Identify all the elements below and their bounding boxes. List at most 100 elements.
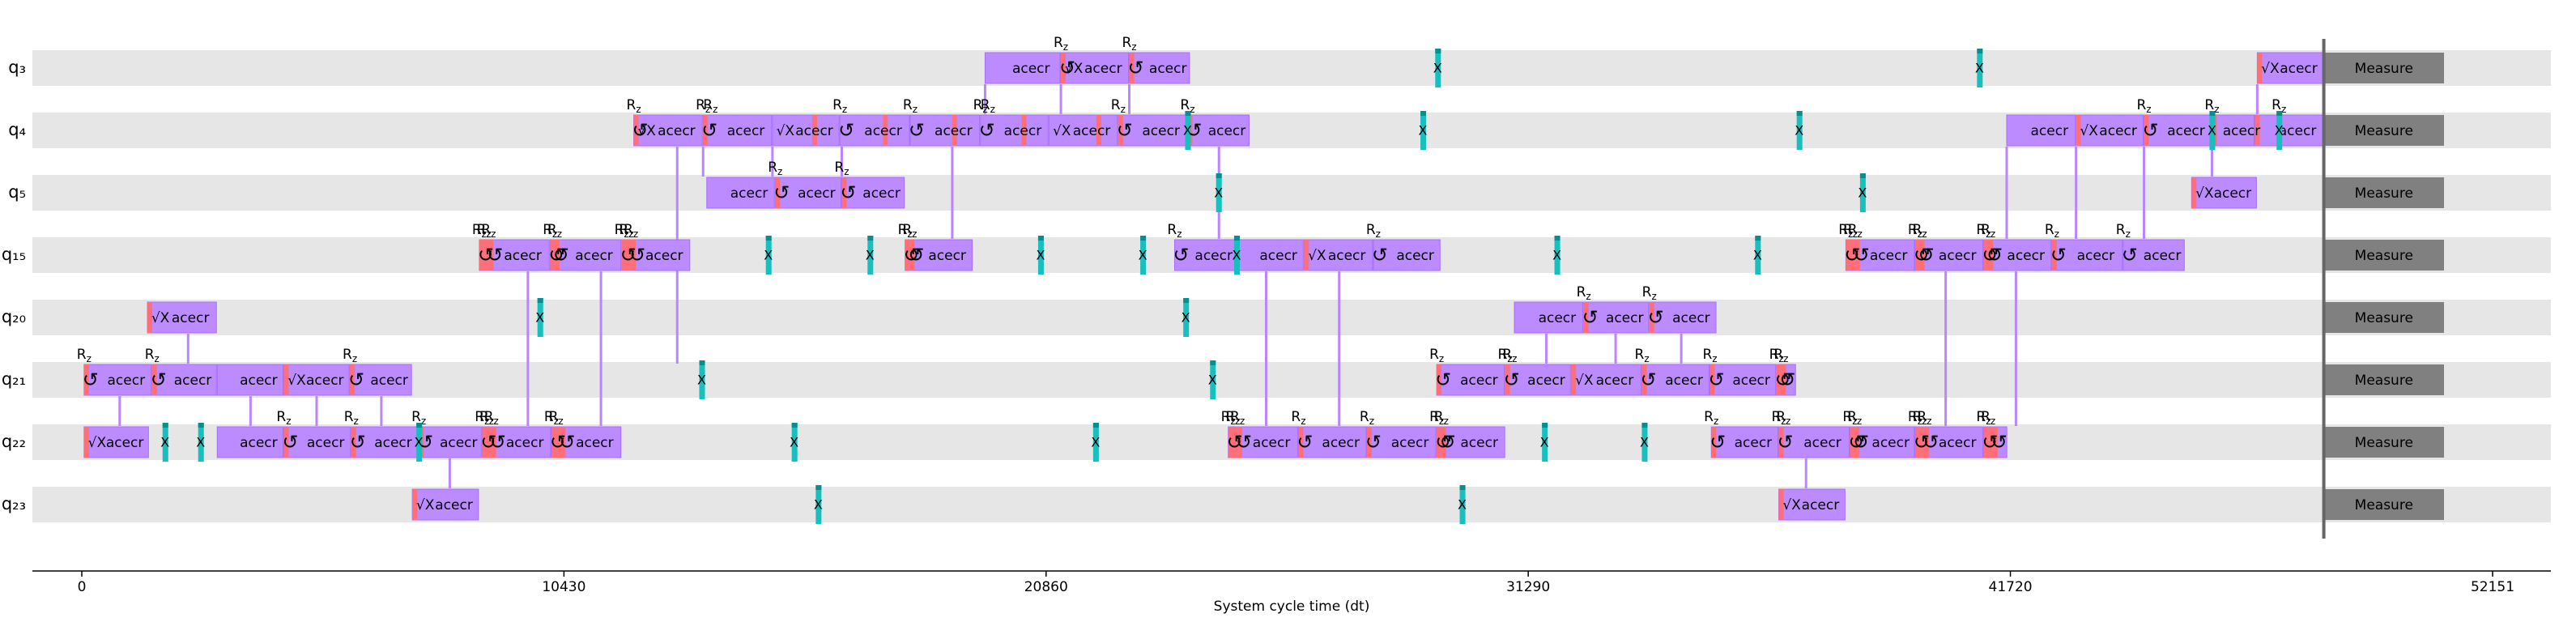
- rz-gate: [1304, 240, 1309, 271]
- x-gate-cap: [1859, 173, 1866, 178]
- x-gate-label: X: [1552, 248, 1561, 263]
- rz-label: Rz: [624, 222, 638, 240]
- x-gate-cap: [416, 423, 423, 428]
- ecr-gate: [706, 177, 775, 209]
- rz-label: Rz: [1366, 222, 1381, 240]
- rz-gate: [1919, 427, 1925, 458]
- x-gate-label: X: [1540, 435, 1549, 450]
- rz-label: Rz: [1111, 97, 1126, 115]
- x-gate-cap: [815, 485, 822, 490]
- x-gate: [1233, 236, 1240, 275]
- x-gate: [1037, 236, 1044, 275]
- sqrtx-label: √X: [2195, 185, 2214, 202]
- rz-label: Rz: [1434, 409, 1449, 427]
- ecr-gate: [283, 364, 350, 396]
- ecr-label: acecr: [2099, 123, 2137, 139]
- x-gate: [815, 485, 822, 524]
- measure-box: [2323, 427, 2445, 458]
- rz-label: Rz: [703, 97, 717, 115]
- x-gate: [2276, 111, 2283, 150]
- rz-rotation-icon: ↺: [553, 244, 569, 266]
- ecr-label: acecr: [928, 248, 966, 264]
- rz-gate: [491, 427, 496, 458]
- sqrtx-label: √X: [1308, 248, 1326, 264]
- x-gate-label: X: [764, 248, 773, 263]
- rz-gate: [1854, 427, 1860, 458]
- x-tick-label: 20860: [1024, 579, 1068, 595]
- rz-label: Rz: [834, 160, 849, 177]
- x-gate: [699, 360, 705, 399]
- x-gate: [1185, 111, 1191, 150]
- rz-gate: [1914, 240, 1920, 271]
- ecr-label: acecr: [864, 123, 902, 139]
- rz-rotation-icon: ↺: [559, 431, 575, 454]
- x-gate-label: X: [1640, 435, 1649, 450]
- ecr-label: acecr: [1527, 373, 1565, 389]
- rz-rotation-icon: ↺: [1914, 244, 1930, 266]
- rz-rotation-icon: ↺: [1641, 369, 1657, 391]
- x-gate-cap: [867, 236, 874, 241]
- ecr-gate: [1710, 364, 1777, 396]
- rz-gate: [1781, 364, 1786, 395]
- rz-rotation-icon: ↺: [1779, 369, 1795, 391]
- ecr-gate: [83, 364, 152, 396]
- rz-gate: [283, 364, 289, 395]
- ecr-label: acecr: [1596, 373, 1634, 389]
- ecr-gate: [1778, 426, 1850, 458]
- x-gate-label: X: [196, 435, 205, 450]
- x-gate: [1183, 298, 1190, 337]
- rz-rotation-icon: ↺: [1173, 244, 1189, 266]
- x-gate-label: X: [1232, 248, 1241, 263]
- rz-rotation-icon: ↺: [1127, 57, 1143, 79]
- x-gate: [867, 236, 874, 275]
- ecr-label: acecr: [1732, 373, 1770, 389]
- rz-label: Rz: [1360, 409, 1374, 427]
- rz-gate: [83, 364, 89, 395]
- rz-gate: [2051, 240, 2057, 271]
- rz-gate: [350, 364, 356, 395]
- ecr-label: acecr: [1396, 248, 1434, 264]
- ecr-label: acecr: [1672, 310, 1710, 326]
- rz-label: Rz: [1981, 409, 1995, 427]
- rz-label: Rz: [2116, 222, 2131, 240]
- rz-gate: [1924, 427, 1930, 458]
- rz-gate: [482, 427, 488, 458]
- qubit-label: q₁₅: [2, 245, 26, 264]
- lane-7: [32, 487, 2551, 522]
- rz-gate: [1298, 427, 1304, 458]
- x-gate-cap: [2276, 111, 2283, 116]
- x-gate: [1092, 423, 1099, 462]
- rz-gate: [1914, 427, 1920, 458]
- x-gate-label: X: [1208, 373, 1217, 388]
- ecr-gate: [1914, 239, 1983, 271]
- rz-rotation-icon: ↺: [1440, 431, 1456, 454]
- measure-box: [2323, 302, 2445, 333]
- rz-label: Rz: [1917, 409, 1931, 427]
- rz-gate: [1846, 240, 1851, 271]
- x-gate-label: X: [866, 248, 875, 263]
- rz-gate: [841, 177, 847, 208]
- rz-rotation-icon: ↺: [1922, 431, 1939, 454]
- rz-rotation-icon: ↺: [620, 244, 637, 266]
- measure-label: Measure: [2355, 373, 2413, 389]
- ecr-label: acecr: [440, 435, 478, 451]
- measure-box: [2323, 240, 2445, 271]
- ecr-label: acecr: [1939, 435, 1977, 451]
- x-gate-label: X: [1753, 248, 1762, 263]
- rz-gate: [1983, 240, 1989, 271]
- x-gate-label: X: [1183, 123, 1192, 138]
- measure-label: Measure: [2355, 123, 2413, 139]
- rz-label: Rz: [484, 409, 499, 427]
- ecr-gate: [1366, 426, 1437, 458]
- rz-rotation-icon: ↺: [904, 244, 920, 266]
- qubit-label: q₅: [8, 182, 26, 202]
- rz-label: Rz: [481, 222, 496, 240]
- ecr-gate: [1373, 239, 1441, 271]
- rz-label: Rz: [1913, 222, 1927, 240]
- ecr-label: acecr: [370, 373, 408, 389]
- ecr-label: acecr: [1084, 61, 1122, 77]
- qubit-label: q₂₁: [2, 369, 26, 389]
- rz-rotation-icon: ↺: [1986, 244, 2003, 266]
- rz-rotation-icon: ↺: [1853, 431, 1869, 454]
